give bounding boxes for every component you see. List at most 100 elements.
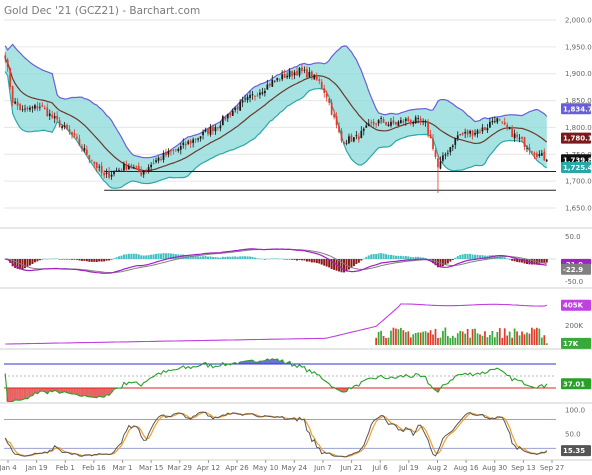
macd-histogram-bar [283, 259, 286, 260]
candle-body [29, 107, 31, 110]
candle-body [434, 150, 437, 157]
macd-histogram-bar [199, 256, 202, 259]
candle-body [400, 120, 402, 124]
candle-body [328, 98, 331, 103]
candle-body [90, 160, 93, 162]
macd-histogram-bar [377, 253, 380, 259]
macd-histogram-bar [117, 256, 120, 259]
volume-bar [521, 331, 523, 345]
rsi-oversold-fill [340, 388, 343, 392]
rsi-oversold-fill [102, 388, 106, 398]
macd-histogram-bar [479, 255, 481, 259]
rsi-oversold-fill [97, 388, 101, 397]
candle-body [417, 118, 420, 120]
macd-value-badge [561, 263, 591, 275]
candle-body [88, 155, 91, 160]
macd-histogram-bar [108, 259, 111, 261]
price-panel[interactable] [4, 43, 556, 193]
macd-histogram-bar [481, 255, 484, 259]
volume-bar [508, 331, 511, 345]
macd-histogram-bar [516, 259, 519, 262]
candle-body [229, 113, 232, 116]
macd-histogram-bar [518, 259, 521, 263]
rsi-oversold-fill [41, 388, 44, 391]
price-tick-label: 1,700.0 [565, 178, 592, 186]
candle-body [21, 109, 24, 111]
macd-histogram-bar [172, 253, 175, 259]
volume-bar [545, 343, 548, 345]
candle-body [273, 80, 276, 82]
candle-body [451, 145, 454, 148]
rsi-overbought-fill [273, 359, 276, 364]
macd-histogram-bar [244, 256, 247, 259]
volume-bar [427, 332, 429, 345]
candle-body [375, 123, 378, 125]
macd-histogram-bar [127, 253, 130, 259]
macd-histogram-bar [352, 259, 355, 267]
volume-tick-label: 200K [565, 322, 583, 330]
stochastic-panel[interactable] [4, 411, 548, 458]
candle-body [437, 158, 439, 168]
candle-body [427, 122, 429, 135]
candle-body [409, 119, 412, 123]
macd-histogram-bar [261, 258, 264, 260]
candle-body [83, 148, 86, 151]
macd-histogram-bar [511, 259, 514, 261]
candle-body [543, 151, 546, 161]
rsi-oversold-fill [345, 388, 348, 392]
rsi-oversold-fill [6, 388, 9, 402]
macd-histogram-bar [308, 259, 311, 262]
volume-panel[interactable] [5, 303, 548, 345]
volume-bar [533, 329, 536, 345]
macd-histogram-bar [152, 254, 155, 259]
price-tick-label: 1,650.0 [565, 205, 592, 213]
candle-body [540, 153, 543, 156]
candle-body [128, 166, 130, 170]
macd-histogram-bar [253, 257, 256, 259]
macd-histogram-bar [110, 259, 113, 260]
candle-body [471, 130, 474, 136]
rsi-value-label: 37.01 [563, 380, 585, 388]
macd-histogram-bar [46, 258, 49, 260]
macd-histogram-bar [476, 254, 479, 259]
candle-body [489, 121, 491, 128]
candle-body [353, 137, 355, 142]
candle-body [187, 141, 190, 144]
candle-body [31, 107, 34, 109]
candle-body [419, 118, 422, 122]
candle-body [466, 130, 469, 135]
volume-bar [402, 330, 405, 345]
macd-histogram-bar [256, 258, 259, 259]
macd-histogram-bar [310, 259, 313, 263]
candle-body [377, 120, 380, 124]
candle-body [432, 138, 434, 149]
candle-body [266, 84, 269, 90]
macd-panel[interactable] [4, 248, 548, 274]
macd-histogram-bar [350, 259, 353, 269]
macd-histogram-bar [530, 259, 533, 265]
candle-body [147, 167, 150, 171]
macd-histogram-bar [288, 259, 291, 260]
rsi-panel[interactable] [4, 358, 548, 403]
rsi-overbought-fill [261, 361, 264, 364]
macd-histogram-bar [456, 256, 459, 259]
value-badges: 1,834.71,780.11,739.81,725.4-21.9-22.940… [561, 103, 592, 457]
candle-body [11, 86, 14, 103]
macd-histogram-bar [469, 253, 472, 259]
macd-histogram-bar [367, 255, 370, 259]
macd-histogram-bar [276, 258, 279, 259]
macd-histogram-bar [251, 256, 254, 259]
rsi-oversold-fill [38, 388, 42, 392]
x-axis-label: Aug 2 [427, 464, 447, 472]
macd-histogram-bar [36, 259, 39, 262]
rsi-oversold-fill [33, 388, 37, 393]
rsi-oversold-fill [95, 388, 98, 398]
candle-body [298, 67, 301, 76]
rsi-overbought-fill [268, 360, 272, 364]
candle-body [251, 94, 254, 96]
macd-histogram-bar [303, 259, 306, 261]
macd-histogram-bar [155, 253, 158, 259]
macd-histogram-bar [343, 259, 345, 273]
candle-body [48, 113, 51, 116]
